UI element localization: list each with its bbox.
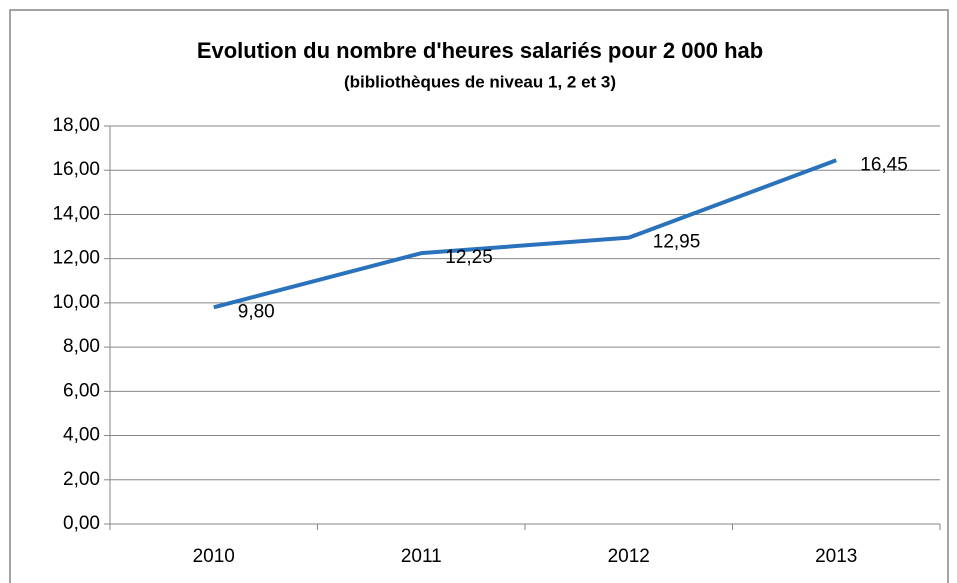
y-tick-label: 16,00 <box>52 159 100 180</box>
y-tick-label: 6,00 <box>63 380 100 401</box>
y-tick-label: 14,00 <box>52 203 100 224</box>
data-line <box>213 158 837 310</box>
data-label: 9,80 <box>238 301 275 322</box>
y-tick-label: 0,00 <box>63 513 100 534</box>
y-tick-label: 18,00 <box>52 115 100 136</box>
data-label: 12,25 <box>445 247 493 268</box>
data-label: 16,45 <box>860 154 908 175</box>
x-tick-label: 2013 <box>815 546 857 567</box>
y-tick-label: 2,00 <box>63 469 100 490</box>
data-label: 12,95 <box>653 232 701 253</box>
chart-border <box>9 9 949 583</box>
y-tick-label: 10,00 <box>52 292 100 313</box>
x-tick-label: 2010 <box>193 546 235 567</box>
x-tick-label: 2011 <box>401 546 442 567</box>
chart-subtitle: (bibliothèques de niveau 1, 2 et 3) <box>344 72 616 91</box>
x-tick-label: 2012 <box>608 546 650 567</box>
y-tick-label: 12,00 <box>52 248 100 269</box>
y-tick-label: 8,00 <box>63 336 100 357</box>
chart-title: Evolution du nombre d'heures salariés po… <box>197 38 763 63</box>
y-tick-label: 4,00 <box>63 425 100 446</box>
